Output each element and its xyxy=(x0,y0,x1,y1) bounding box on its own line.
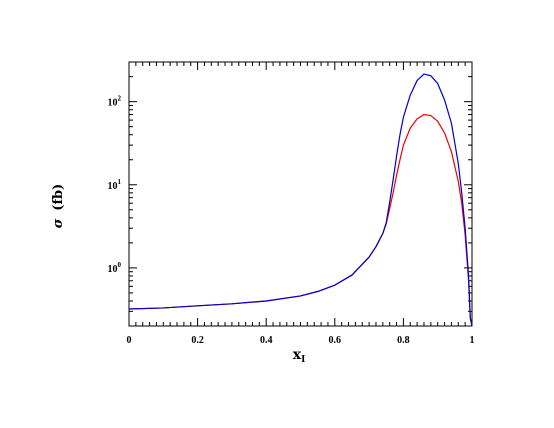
x-tick-label: 0 xyxy=(127,335,132,346)
y-axis: 100 101 102 xyxy=(108,61,472,327)
series-line-2 xyxy=(128,73,473,327)
x-tick-label: 0.4 xyxy=(260,335,273,346)
plot-frame xyxy=(128,61,473,327)
y-tick-label: 102 xyxy=(108,95,122,109)
y-axis-label-unit: (fb) xyxy=(51,184,66,211)
y-tick-label: 100 xyxy=(108,261,122,275)
series-layer xyxy=(128,73,473,327)
x-axis-label: xI xyxy=(293,347,306,365)
y-axis-label-symbol: σ xyxy=(51,218,66,228)
x-tick-label: 0.6 xyxy=(329,335,342,346)
series-line-1 xyxy=(128,113,473,327)
plot-area xyxy=(128,61,473,327)
y-tick-label: 101 xyxy=(108,178,122,192)
x-tick-label: 0.2 xyxy=(191,335,204,346)
x-tick-label: 1 xyxy=(470,335,475,346)
y-axis-label: σ (fb) xyxy=(51,184,66,229)
x-tick-label: 0.8 xyxy=(397,335,410,346)
x-axis: 0 0.2 0.4 0.6 0.8 1 xyxy=(127,62,475,346)
x-axis-label-subscript: I xyxy=(301,355,305,365)
